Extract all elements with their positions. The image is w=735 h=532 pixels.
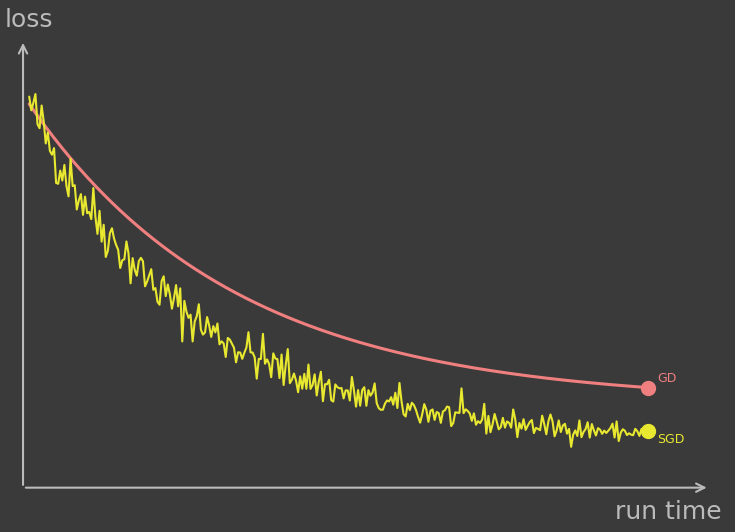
- Text: SGD: SGD: [657, 433, 684, 446]
- Text: loss: loss: [4, 7, 53, 31]
- Text: GD: GD: [657, 372, 676, 385]
- Text: run time: run time: [615, 501, 722, 525]
